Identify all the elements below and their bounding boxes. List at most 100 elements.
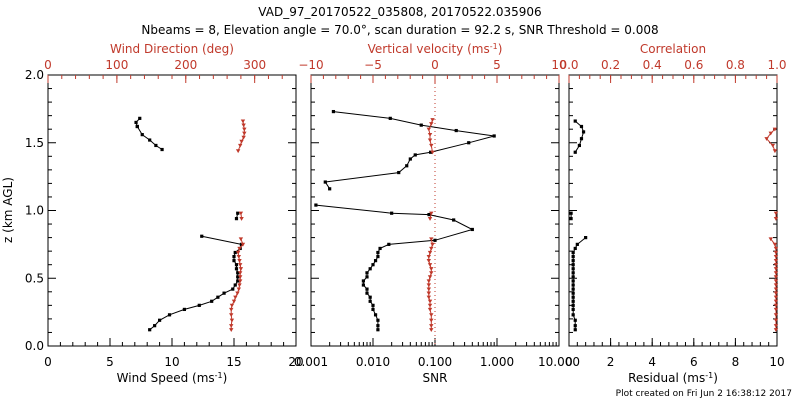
data-point [427,217,433,221]
data-point [368,299,372,303]
data-point [773,211,779,216]
data-point [239,139,244,144]
data-point [773,283,779,288]
x-tick-label: 5 [106,355,114,369]
data-point [768,237,773,242]
data-point [430,242,435,247]
data-point [429,318,434,323]
x-tick-label: 0 [44,355,52,369]
data-point [773,324,779,328]
data-point [376,254,380,259]
data-point [408,157,412,161]
data-point [773,259,779,263]
data-point [427,303,433,308]
data-point [773,275,779,280]
data-point [571,303,575,307]
data-point [573,328,577,332]
data-point [153,324,157,328]
data-point [331,109,336,114]
data-point [314,203,318,207]
top-tick-label: 0.0 [559,58,578,72]
data-point [238,275,243,280]
data-point [571,295,575,299]
data-point [241,135,246,140]
x-tick-label: 0 [565,355,573,369]
data-point [235,149,241,154]
data-point [773,303,779,308]
data-point [233,283,237,287]
data-point [229,303,235,308]
data-point [433,238,437,242]
x-axis-label: Wind Speed (ms-1) [117,371,228,386]
data-point [429,122,434,126]
data-point [236,275,240,279]
x-tick-label: 6 [690,355,698,369]
data-point [242,127,247,132]
data-point [427,212,431,217]
data-point [236,211,240,215]
data-point [773,287,779,292]
data-point [229,324,234,328]
top-tick-label: 200 [174,58,197,72]
data-point [160,147,164,152]
data-point [229,328,234,332]
data-point [571,313,575,317]
data-point [773,295,779,300]
data-point [467,141,471,145]
data-point [182,307,186,312]
data-point [584,236,588,240]
data-point [222,291,226,295]
data-point [376,318,380,322]
top-tick-label: 100 [105,58,128,72]
data-point [376,250,380,255]
data-point [241,123,246,128]
x-tick-label: 8 [732,355,740,369]
data-point [773,217,779,221]
data-point [772,242,778,247]
data-point [167,313,172,317]
data-point [238,271,243,276]
data-point [470,227,474,232]
data-point [371,307,375,312]
x-tick-label: 15 [226,355,241,369]
data-point [216,295,220,299]
top-tick-label: 1.0 [767,58,786,72]
top-tick-label: 0 [44,58,52,72]
top-axis-label: Wind Direction (deg) [110,42,234,56]
data-point [768,131,773,136]
data-point [573,119,577,123]
data-point [772,127,778,132]
data-point [229,313,234,318]
data-point [773,263,779,267]
y-axis-label: z (km AGL) [1,177,15,243]
data-point [571,275,575,279]
data-point [772,149,778,154]
data-point [323,180,327,184]
secondary-series-line [230,238,244,330]
data-point [373,259,378,263]
data-point [242,131,247,136]
data-point [571,291,575,295]
data-point [430,118,435,122]
data-point [581,130,586,134]
data-point [239,242,244,246]
x-tick-label: 2 [607,355,615,369]
data-point [373,313,378,317]
data-point [429,150,433,154]
data-point [575,242,579,246]
x-axis-label: Residual (ms-1) [628,371,718,386]
data-point [240,119,246,124]
x-tick-label: 20 [288,355,303,369]
data-point [138,116,142,120]
data-point [232,259,236,263]
data-point [238,211,244,216]
top-tick-label: −10 [298,58,323,72]
figure-title: VAD_97_20170522_035808, 20170522.035906 [258,5,541,19]
data-point [361,279,365,283]
data-point [427,263,433,267]
primary-series-line [324,111,495,190]
figure-subtitle: Nbeams = 8, Elevation angle = 70.0°, sca… [141,23,658,37]
y-tick-label: 0.5 [25,271,44,285]
data-point [427,138,433,143]
data-point [427,250,433,255]
